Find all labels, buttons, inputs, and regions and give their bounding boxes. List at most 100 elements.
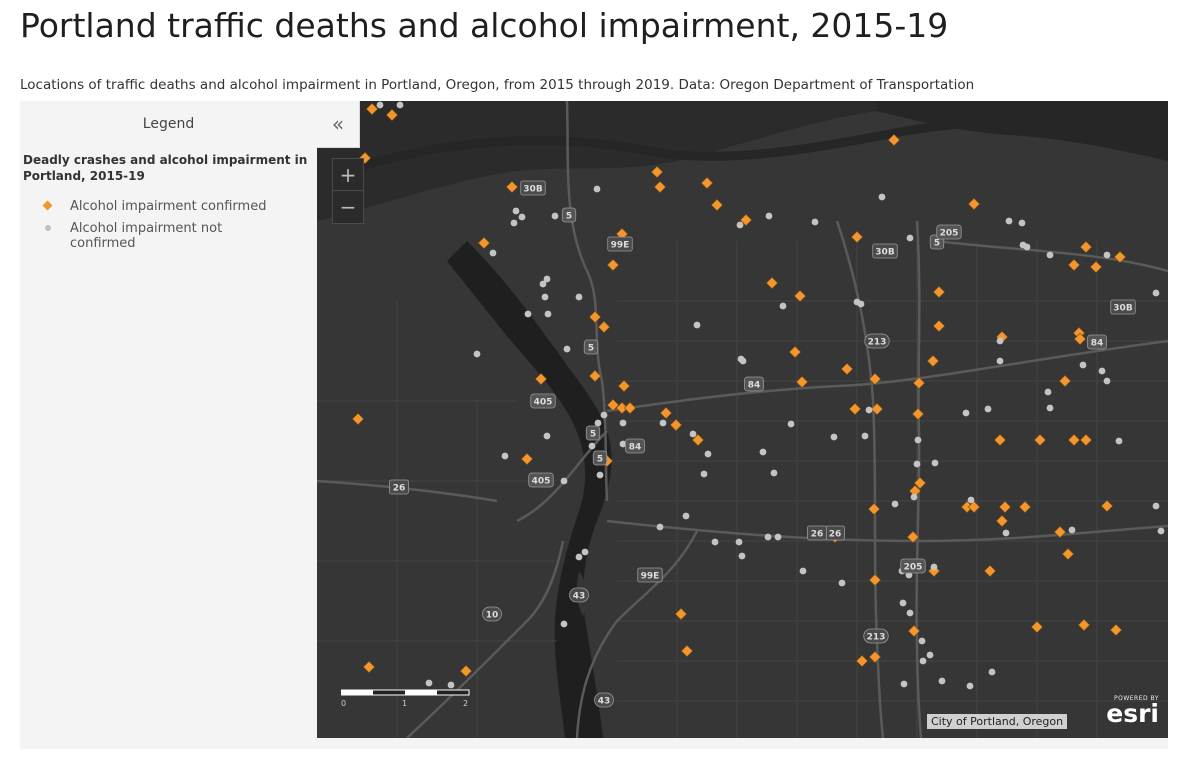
crash-marker-alcohol-not-confirmed[interactable] [996, 357, 1004, 365]
crash-marker-alcohol-not-confirmed[interactable] [588, 442, 596, 450]
crash-marker-alcohol-confirmed[interactable] [848, 402, 862, 416]
crash-marker-alcohol-confirmed[interactable] [1079, 240, 1093, 254]
crash-marker-alcohol-not-confirmed[interactable] [1152, 502, 1160, 510]
crash-marker-alcohol-confirmed[interactable] [788, 345, 802, 359]
crash-marker-alcohol-not-confirmed[interactable] [764, 533, 772, 541]
crash-marker-alcohol-not-confirmed[interactable] [1046, 404, 1054, 412]
crash-marker-alcohol-confirmed[interactable] [669, 418, 683, 432]
crash-marker-alcohol-not-confirmed[interactable] [544, 310, 552, 318]
crash-marker-alcohol-confirmed[interactable] [793, 289, 807, 303]
crash-marker-alcohol-confirmed[interactable] [765, 276, 779, 290]
crash-marker-alcohol-not-confirmed[interactable] [913, 460, 921, 468]
crash-marker-alcohol-confirmed[interactable] [710, 198, 724, 212]
crash-marker-alcohol-not-confirmed[interactable] [830, 433, 838, 441]
crash-marker-alcohol-not-confirmed[interactable] [396, 101, 404, 109]
crash-marker-alcohol-confirmed[interactable] [911, 407, 925, 421]
crash-marker-alcohol-not-confirmed[interactable] [376, 101, 384, 109]
crash-marker-alcohol-not-confirmed[interactable] [736, 221, 744, 229]
crash-marker-alcohol-confirmed[interactable] [1089, 260, 1103, 274]
crash-marker-alcohol-not-confirmed[interactable] [737, 355, 745, 363]
crash-marker-alcohol-confirmed[interactable] [926, 354, 940, 368]
crash-marker-alcohol-confirmed[interactable] [597, 320, 611, 334]
crash-marker-alcohol-confirmed[interactable] [855, 654, 869, 668]
crash-marker-alcohol-confirmed[interactable] [653, 180, 667, 194]
crash-marker-alcohol-not-confirmed[interactable] [1023, 243, 1031, 251]
crash-marker-alcohol-not-confirmed[interactable] [774, 533, 782, 541]
crash-marker-alcohol-confirmed[interactable] [995, 514, 1009, 528]
crash-marker-alcohol-confirmed[interactable] [459, 664, 473, 678]
crash-marker-alcohol-confirmed[interactable] [983, 564, 997, 578]
crash-marker-alcohol-not-confirmed[interactable] [906, 609, 914, 617]
legend-collapse-button[interactable]: « [317, 101, 360, 148]
crash-marker-alcohol-not-confirmed[interactable] [861, 432, 869, 440]
crash-marker-alcohol-confirmed[interactable] [1079, 433, 1093, 447]
crash-marker-alcohol-not-confirmed[interactable] [594, 419, 602, 427]
crash-marker-alcohol-not-confirmed[interactable] [1079, 361, 1087, 369]
crash-marker-alcohol-confirmed[interactable] [650, 165, 664, 179]
crash-marker-alcohol-confirmed[interactable] [739, 213, 753, 227]
crash-marker-alcohol-confirmed[interactable] [932, 319, 946, 333]
crash-marker-alcohol-not-confirmed[interactable] [1103, 377, 1111, 385]
crash-marker-alcohol-not-confirmed[interactable] [551, 212, 559, 220]
esri-logo[interactable]: POWERED BY esri [1089, 695, 1159, 726]
crash-marker-alcohol-not-confirmed[interactable] [539, 280, 547, 288]
crash-marker-alcohol-confirmed[interactable] [967, 500, 981, 514]
crash-marker-alcohol-not-confirmed[interactable] [938, 677, 946, 685]
crash-marker-alcohol-confirmed[interactable] [505, 180, 519, 194]
crash-marker-alcohol-not-confirmed[interactable] [575, 293, 583, 301]
crash-marker-alcohol-not-confirmed[interactable] [811, 218, 819, 226]
crash-marker-alcohol-not-confirmed[interactable] [700, 470, 708, 478]
crash-marker-alcohol-not-confirmed[interactable] [693, 321, 701, 329]
crash-marker-alcohol-not-confirmed[interactable] [779, 302, 787, 310]
crash-marker-alcohol-not-confirmed[interactable] [560, 620, 568, 628]
crash-marker-alcohol-confirmed[interactable] [868, 573, 882, 587]
crash-marker-alcohol-confirmed[interactable] [534, 372, 548, 386]
crash-marker-alcohol-not-confirmed[interactable] [600, 411, 608, 419]
crash-marker-alcohol-not-confirmed[interactable] [541, 293, 549, 301]
crash-marker-alcohol-not-confirmed[interactable] [656, 523, 664, 531]
crash-marker-alcohol-not-confirmed[interactable] [512, 207, 520, 215]
crash-marker-alcohol-confirmed[interactable] [351, 412, 365, 426]
crash-marker-alcohol-confirmed[interactable] [867, 502, 881, 516]
crash-marker-alcohol-confirmed[interactable] [1061, 547, 1075, 561]
crash-marker-alcohol-not-confirmed[interactable] [619, 419, 627, 427]
crash-marker-alcohol-not-confirmed[interactable] [962, 409, 970, 417]
crash-marker-alcohol-confirmed[interactable] [1030, 620, 1044, 634]
crash-marker-alcohol-confirmed[interactable] [887, 133, 901, 147]
crash-marker-alcohol-confirmed[interactable] [1033, 433, 1047, 447]
crash-marker-alcohol-not-confirmed[interactable] [1098, 367, 1106, 375]
crash-marker-alcohol-not-confirmed[interactable] [1002, 529, 1010, 537]
crash-marker-alcohol-not-confirmed[interactable] [543, 275, 551, 283]
crash-marker-alcohol-confirmed[interactable] [913, 476, 927, 490]
crash-marker-alcohol-not-confirmed[interactable] [931, 459, 939, 467]
crash-marker-alcohol-confirmed[interactable] [477, 236, 491, 250]
crash-marker-alcohol-not-confirmed[interactable] [738, 552, 746, 560]
crash-marker-alcohol-confirmed[interactable] [588, 310, 602, 324]
crash-marker-alcohol-not-confirmed[interactable] [787, 420, 795, 428]
crash-marker-alcohol-not-confirmed[interactable] [1152, 289, 1160, 297]
crash-marker-alcohol-not-confirmed[interactable] [1018, 219, 1026, 227]
crash-marker-alcohol-confirmed[interactable] [1058, 374, 1072, 388]
crash-marker-alcohol-not-confirmed[interactable] [524, 310, 532, 318]
crash-marker-alcohol-not-confirmed[interactable] [919, 657, 927, 665]
crash-marker-alcohol-confirmed[interactable] [967, 197, 981, 211]
crash-marker-alcohol-confirmed[interactable] [659, 406, 673, 420]
crash-marker-alcohol-confirmed[interactable] [1100, 499, 1114, 513]
crash-marker-alcohol-not-confirmed[interactable] [891, 500, 899, 508]
crash-marker-alcohol-not-confirmed[interactable] [575, 553, 583, 561]
crash-marker-alcohol-not-confirmed[interactable] [910, 493, 918, 501]
zoom-out-button[interactable]: − [339, 194, 357, 219]
crash-marker-alcohol-not-confirmed[interactable] [988, 668, 996, 676]
crash-marker-alcohol-not-confirmed[interactable] [1005, 217, 1013, 225]
crash-marker-alcohol-confirmed[interactable] [1018, 500, 1032, 514]
crash-marker-alcohol-not-confirmed[interactable] [711, 538, 719, 546]
crash-marker-alcohol-confirmed[interactable] [385, 108, 399, 122]
crash-marker-alcohol-not-confirmed[interactable] [563, 345, 571, 353]
crash-marker-alcohol-confirmed[interactable] [691, 433, 705, 447]
crash-marker-alcohol-confirmed[interactable] [908, 484, 922, 498]
crash-marker-alcohol-confirmed[interactable] [362, 660, 376, 674]
crash-marker-alcohol-confirmed[interactable] [1113, 250, 1127, 264]
crash-marker-alcohol-not-confirmed[interactable] [1157, 527, 1165, 535]
crash-marker-alcohol-not-confirmed[interactable] [596, 471, 604, 479]
crash-marker-alcohol-confirmed[interactable] [680, 644, 694, 658]
